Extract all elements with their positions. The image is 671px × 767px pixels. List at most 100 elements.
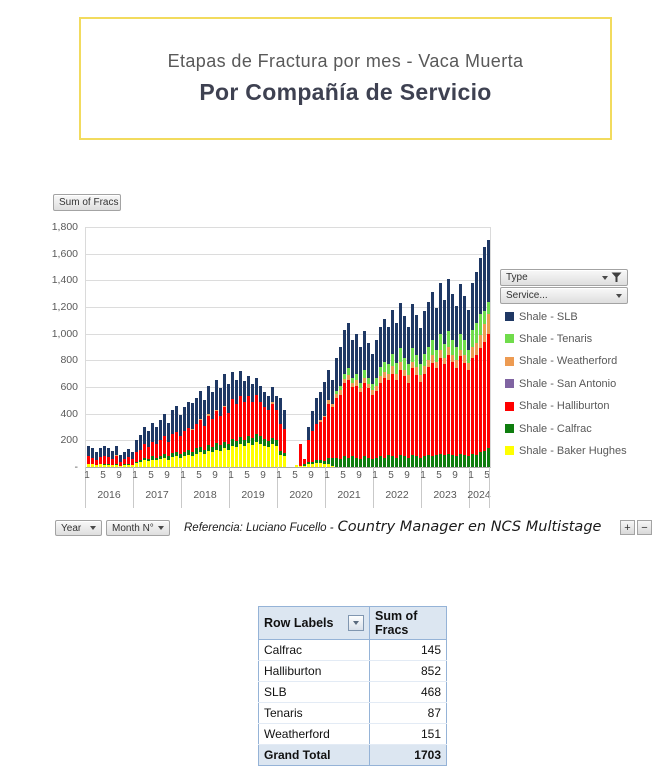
bar-segment [178,457,182,467]
bar-segment [462,355,466,363]
bar-stack [470,227,474,467]
bar-segment [398,348,402,362]
bar-segment [238,444,242,467]
sum-of-fracs-field-button[interactable]: Sum of Fracs [53,194,121,211]
y-tick-label: 800 [60,354,78,367]
bar-segment [270,404,274,438]
month-tick-label: 5 [484,470,490,481]
bar-segment [114,464,118,467]
bar-segment [206,414,210,416]
bar-segment [122,465,126,467]
type-field-button[interactable]: Type [500,269,628,286]
bar-stack [326,227,330,467]
bar-segment [250,383,254,403]
year-separator [469,467,470,508]
bar-segment [138,449,142,461]
bar-stack [486,227,490,467]
bar-stack [222,227,226,467]
bar-stack [182,227,186,467]
bar-segment [318,421,322,461]
bar-segment [370,384,374,390]
bar-segment [242,446,246,467]
bar-stack [154,227,158,467]
row-label-cell: Tenaris [258,702,370,724]
bar-segment [406,383,410,458]
bar-segment [330,465,334,467]
bar-segment [342,373,346,379]
bar-segment [322,463,326,467]
bar-segment [334,391,338,394]
reference-prefix: Referencia: Luciano Fucello - [184,522,334,534]
bar-stack [114,227,118,467]
bar-segment [354,373,358,381]
bar-stack [454,227,458,467]
bar-segment [362,377,366,383]
bar-segment [362,369,366,378]
bar-segment [390,373,394,457]
bar-segment [418,364,422,375]
bar-stack [134,227,138,467]
bar-segment [470,357,474,454]
bar-segment [398,303,402,349]
y-tick-label: 1,200 [51,301,78,313]
bar-stack [318,227,322,467]
bar-segment [366,377,370,385]
bar-segment [126,463,130,465]
gridline [86,253,490,255]
legend-label: Shale - Tenaris [519,332,593,345]
bar-segment [478,257,482,314]
bar-segment [254,433,258,442]
zoom-out-button[interactable]: − [637,520,652,535]
row-value-cell: 151 [369,723,447,745]
bar-segment [210,452,214,467]
bar-segment [462,340,466,355]
chevron-down-icon [158,526,164,530]
bar-stack [86,227,90,467]
bar-segment [438,283,442,334]
bar-segment [398,369,402,455]
bar-segment [214,411,218,443]
bar-segment [230,372,234,399]
gridline [86,333,490,335]
year-field-button[interactable]: Year [55,520,102,536]
bar-segment [306,439,310,463]
month-tick-label: 9 [308,470,314,481]
bar-segment [190,430,194,452]
bar-segment [202,454,206,467]
month-field-button[interactable]: Month N° [106,520,170,536]
row-label-cell: SLB [258,681,370,703]
month-tick-label: 9 [356,470,362,481]
bar-segment [102,445,106,456]
bar-segment [190,455,194,467]
bar-stack [462,227,466,467]
month-tick-label: 5 [100,470,106,481]
filter-icon [611,272,622,282]
bar-stack [90,227,94,467]
bar-stack [287,227,290,467]
year-separator [229,467,230,508]
bar-segment [258,401,262,437]
bar-segment [390,309,394,354]
bar-segment [178,453,182,458]
bar-stack [146,227,150,467]
bar-segment [214,449,218,467]
grand-total-value: 1703 [369,744,447,766]
bar-stack [106,227,110,467]
bar-segment [330,407,334,458]
bar-stack [274,227,278,467]
bar-stack [362,227,366,467]
row-label-cell: Halliburton [258,660,370,682]
bar-stack [142,227,146,467]
row-labels-filter-button[interactable] [348,615,364,631]
zoom-in-button[interactable]: + [620,520,635,535]
legend-swatch [505,379,514,389]
bar-segment [418,457,422,467]
bar-segment [170,434,174,453]
bar-segment [190,403,194,429]
bar-stack [130,227,134,467]
bar-segment [158,419,162,440]
bar-stack [458,227,462,467]
bar-stack [98,227,102,467]
bar-segment [226,444,230,451]
service-field-button[interactable]: Service... [500,287,628,304]
